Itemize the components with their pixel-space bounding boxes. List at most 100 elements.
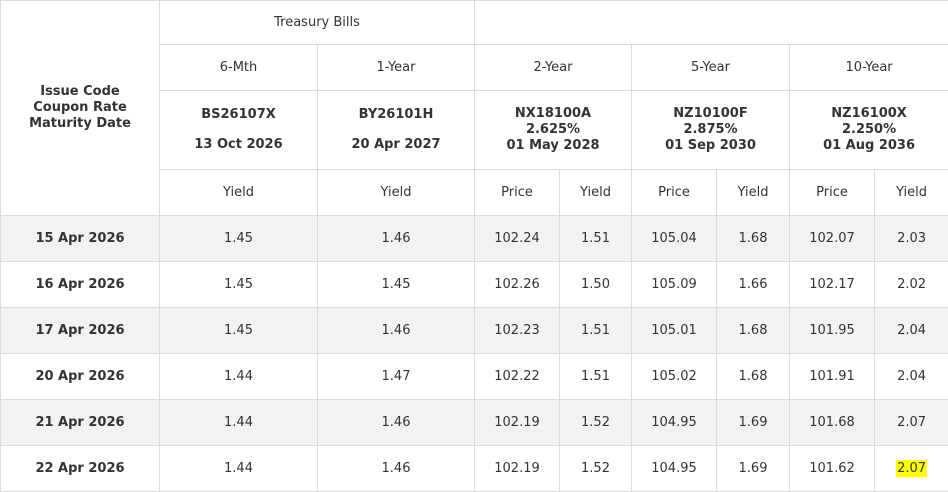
bond-info-bs26107x: BS26107X 13 Oct 2026	[160, 91, 318, 170]
row-date: 22 Apr 2026	[1, 446, 160, 492]
col-header-yield: Yield	[560, 170, 632, 216]
coupon-rate: 2.250%	[842, 122, 896, 137]
cell-value: 1.69	[717, 400, 790, 446]
tenor-2-year: 2-Year	[475, 45, 632, 91]
coupon-rate: 2.875%	[683, 122, 737, 137]
cell-value: 1.68	[717, 216, 790, 262]
table-row: 22 Apr 2026 1.44 1.46 102.19 1.52 104.95…	[1, 446, 948, 492]
highlighted-value: 2.07	[896, 460, 927, 477]
issue-code: BY26101H	[359, 107, 434, 122]
cell-value: 105.01	[632, 308, 717, 354]
treasury-bills-header: Treasury Bills	[160, 1, 475, 45]
cell-value: 101.62	[790, 446, 875, 492]
cell-value: 2.02	[875, 262, 948, 308]
bond-info-nz16100x: NZ16100X 2.250% 01 Aug 2036	[790, 91, 948, 170]
bond-info-by26101h: BY26101H 20 Apr 2027	[318, 91, 475, 170]
cell-value: 1.44	[160, 446, 318, 492]
row-date: 20 Apr 2026	[1, 354, 160, 400]
cell-value: 105.02	[632, 354, 717, 400]
row-date: 17 Apr 2026	[1, 308, 160, 354]
cell-value: 2.04	[875, 308, 948, 354]
maturity-date: 13 Oct 2026	[194, 137, 282, 152]
maturity-date-label: Maturity Date	[1, 116, 159, 132]
cell-value: 104.95	[632, 446, 717, 492]
cell-value: 101.68	[790, 400, 875, 446]
cell-value: 102.17	[790, 262, 875, 308]
col-header-price: Price	[475, 170, 560, 216]
issue-code: BS26107X	[201, 107, 276, 122]
table-row: 20 Apr 2026 1.44 1.47 102.22 1.51 105.02…	[1, 354, 948, 400]
cell-value: 2.04	[875, 354, 948, 400]
cell-value: 1.66	[717, 262, 790, 308]
row-date: 21 Apr 2026	[1, 400, 160, 446]
table-row: 17 Apr 2026 1.45 1.46 102.23 1.51 105.01…	[1, 308, 948, 354]
row-date: 15 Apr 2026	[1, 216, 160, 262]
table-row: 15 Apr 2026 1.45 1.46 102.24 1.51 105.04…	[1, 216, 948, 262]
bond-info-nx18100a: NX18100A 2.625% 01 May 2028	[475, 91, 632, 170]
cell-value: 1.46	[318, 308, 475, 354]
cell-value: 1.44	[160, 354, 318, 400]
cell-value: 102.24	[475, 216, 560, 262]
bonds-group-header	[475, 1, 948, 45]
issue-code: NZ10100F	[673, 106, 747, 121]
col-header-yield: Yield	[318, 170, 475, 216]
row-date: 16 Apr 2026	[1, 262, 160, 308]
table-row: 21 Apr 2026 1.44 1.46 102.19 1.52 104.95…	[1, 400, 948, 446]
cell-value: 102.19	[475, 446, 560, 492]
col-header-yield: Yield	[875, 170, 948, 216]
cell-value: 1.52	[560, 446, 632, 492]
cell-value: 2.07	[875, 400, 948, 446]
cell-value: 1.52	[560, 400, 632, 446]
cell-value: 101.95	[790, 308, 875, 354]
cell-value: 1.51	[560, 354, 632, 400]
col-header-price: Price	[632, 170, 717, 216]
cell-value: 105.04	[632, 216, 717, 262]
tenor-5-year: 5-Year	[632, 45, 790, 91]
cell-value: 2.07	[875, 446, 948, 492]
bond-info-nz10100f: NZ10100F 2.875% 01 Sep 2030	[632, 91, 790, 170]
issue-code-label: Issue Code	[1, 84, 159, 100]
maturity-date: 01 May 2028	[506, 138, 599, 153]
cell-value: 1.47	[318, 354, 475, 400]
issue-code: NZ16100X	[831, 106, 907, 121]
cell-value: 1.45	[318, 262, 475, 308]
cell-value: 102.19	[475, 400, 560, 446]
maturity-date: 01 Sep 2030	[665, 138, 756, 153]
issue-code: NX18100A	[515, 106, 591, 121]
col-header-yield: Yield	[160, 170, 318, 216]
cell-value: 102.23	[475, 308, 560, 354]
cell-value: 1.46	[318, 216, 475, 262]
cell-value: 102.07	[790, 216, 875, 262]
cell-value: 1.68	[717, 308, 790, 354]
maturity-date: 01 Aug 2036	[823, 138, 915, 153]
cell-value: 1.45	[160, 262, 318, 308]
tenor-6-mth: 6-Mth	[160, 45, 318, 91]
cell-value: 105.09	[632, 262, 717, 308]
coupon-rate-label: Coupon Rate	[1, 100, 159, 116]
cell-value: 1.51	[560, 308, 632, 354]
cell-value: 102.22	[475, 354, 560, 400]
tenor-1-year: 1-Year	[318, 45, 475, 91]
cell-value: 1.46	[318, 446, 475, 492]
row-label-cell: Issue Code Coupon Rate Maturity Date	[1, 1, 160, 216]
cell-value: 1.45	[160, 308, 318, 354]
tenor-10-year: 10-Year	[790, 45, 948, 91]
col-header-yield: Yield	[717, 170, 790, 216]
cell-value: 1.51	[560, 216, 632, 262]
cell-value: 1.50	[560, 262, 632, 308]
coupon-rate: 2.625%	[526, 122, 580, 137]
cell-value: 1.46	[318, 400, 475, 446]
maturity-date: 20 Apr 2027	[351, 137, 440, 152]
header-row-group: Issue Code Coupon Rate Maturity Date Tre…	[1, 1, 948, 45]
cell-value: 102.26	[475, 262, 560, 308]
cell-value: 1.69	[717, 446, 790, 492]
cell-value: 1.68	[717, 354, 790, 400]
cell-value: 1.45	[160, 216, 318, 262]
table-row: 16 Apr 2026 1.45 1.45 102.26 1.50 105.09…	[1, 262, 948, 308]
cell-value: 2.03	[875, 216, 948, 262]
cell-value: 1.44	[160, 400, 318, 446]
cell-value: 104.95	[632, 400, 717, 446]
cell-value: 101.91	[790, 354, 875, 400]
col-header-price: Price	[790, 170, 875, 216]
